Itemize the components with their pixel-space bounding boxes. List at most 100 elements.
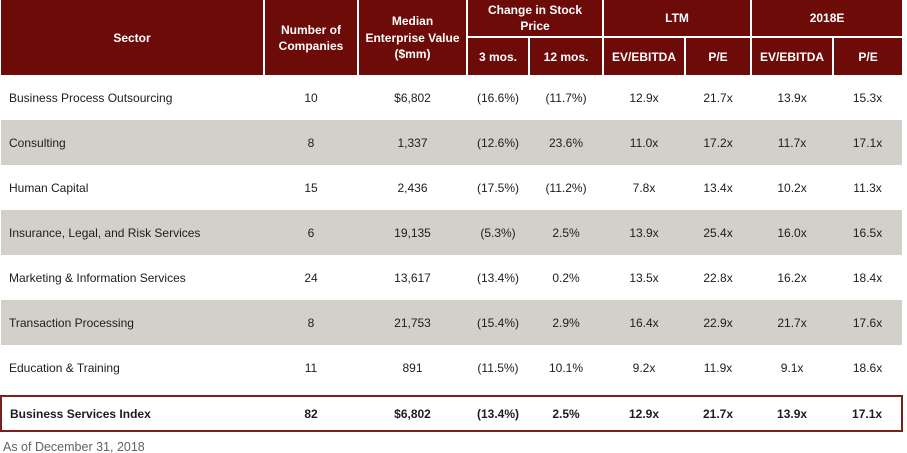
col-header-2018e-ev-ebitda: EV/EBITDA	[750, 36, 834, 76]
ltm-ev-ebitda-cell: 11.0x	[629, 135, 659, 150]
2018e-pe-cell: 15.3x	[852, 90, 883, 105]
sector-cell: Insurance, Legal, and Risk Services	[9, 225, 201, 240]
3mos-change-cell: (12.6%)	[476, 135, 520, 150]
3mos-change-cell: (17.5%)	[476, 180, 520, 195]
median-ev-cell: 13,617	[394, 270, 431, 285]
12mos-change-cell: 23.6%	[548, 135, 584, 150]
spacer-row	[1, 390, 903, 397]
2018e-ev-ebitda-cell: 9.1x	[780, 360, 804, 375]
companies-cell: 11	[304, 360, 318, 375]
header-group-row: Sector Number of Companies Median Enterp…	[1, 0, 903, 76]
ltm-pe-cell: 11.9x	[703, 360, 733, 375]
2018e-pe-cell: 17.1x	[852, 135, 883, 150]
col-header-ltm-ev-ebitda: EV/EBITDA	[602, 36, 686, 76]
3mos-change-cell: (16.6%)	[476, 90, 520, 105]
ltm-ev-ebitda-cell: 13.9x	[629, 225, 659, 240]
median-ev-cell: 1,337	[397, 135, 428, 150]
companies-cell: 6	[307, 225, 315, 240]
2018e-ev-ebitda-cell: 10.2x	[777, 180, 807, 195]
companies-cell: 24	[304, 270, 318, 285]
sector-cell: Transaction Processing	[9, 315, 134, 330]
table-row: Insurance, Legal, and Risk Services 6 19…	[1, 210, 903, 256]
table-row: Marketing & Information Services 24 13,6…	[1, 255, 903, 301]
index-companies-cell: 82	[264, 395, 358, 433]
sector-cell: Education & Training	[9, 360, 120, 375]
ltm-ev-ebitda-cell: 13.5x	[629, 270, 659, 285]
index-3mos-cell: (13.4%)	[467, 395, 529, 433]
3mos-change-cell: (15.4%)	[476, 315, 520, 330]
sector-cell: Human Capital	[9, 180, 89, 195]
12mos-change-cell: 10.1%	[548, 360, 584, 375]
2018e-ev-ebitda-cell: 13.9x	[777, 90, 807, 105]
comps-table: Sector Number of Companies Median Enterp…	[0, 0, 904, 433]
ltm-ev-ebitda-cell: 16.4x	[629, 315, 659, 330]
sector-cell: Marketing & Information Services	[9, 270, 186, 285]
index-row: Business Services Index 82 $6,802 (13.4%…	[0, 395, 904, 433]
table-row: Consulting 8 1,337 (12.6%) 23.6% 11.0x 1…	[1, 120, 903, 166]
table-row: Business Process Outsourcing 10 $6,802 (…	[1, 75, 903, 121]
companies-cell: 8	[307, 315, 315, 330]
2018e-pe-cell: 18.6x	[852, 360, 883, 375]
table-row: Human Capital 15 2,436 (17.5%) (11.2%) 7…	[1, 165, 903, 211]
12mos-change-cell: 2.9%	[552, 315, 580, 330]
median-ev-cell: 21,753	[394, 315, 431, 330]
companies-cell: 10	[304, 90, 318, 105]
2018e-ev-ebitda-cell: 16.0x	[777, 225, 807, 240]
table-header: Sector Number of Companies Median Enterp…	[1, 0, 903, 76]
ltm-pe-cell: 25.4x	[703, 225, 733, 240]
col-header-3mos: 3 mos.	[466, 36, 529, 76]
median-ev-cell: 19,135	[394, 225, 431, 240]
table-row: Transaction Processing 8 21,753 (15.4%) …	[1, 300, 903, 346]
12mos-change-cell: (11.2%)	[545, 180, 587, 195]
3mos-change-cell: (11.5%)	[477, 360, 519, 375]
index-12mos-cell: 2.5%	[529, 395, 604, 433]
index-2018e-pe-cell: 17.1x	[833, 395, 904, 433]
header-sub-row: 3 mos. 12 mos. EV/EBITDA P/E EV/EBITDA P…	[1, 36, 903, 76]
col-header-median-ev: Median Enterprise Value ($mm)	[357, 0, 467, 76]
ltm-pe-cell: 22.9x	[703, 315, 733, 330]
2018e-pe-cell: 17.6x	[852, 315, 883, 330]
table-row: Education & Training 11 891 (11.5%) 10.1…	[1, 345, 903, 391]
ltm-pe-cell: 22.8x	[703, 270, 733, 285]
index-ltm-ev-ebitda-cell: 12.9x	[603, 395, 686, 433]
companies-cell: 15	[304, 180, 318, 195]
col-header-12mos: 12 mos.	[527, 36, 604, 76]
sector-cell: Consulting	[9, 135, 66, 150]
2018e-pe-cell: 11.3x	[853, 180, 882, 195]
median-ev-cell: 2,436	[397, 180, 428, 195]
companies-cell: 8	[307, 135, 315, 150]
12mos-change-cell: (11.7%)	[545, 90, 587, 105]
median-ev-cell: 891	[402, 360, 423, 375]
ltm-pe-cell: 13.4x	[703, 180, 733, 195]
sector-cell: Business Process Outsourcing	[9, 90, 173, 105]
col-header-sector: Sector	[1, 0, 264, 76]
index-median-ev-cell: $6,802	[358, 395, 467, 433]
12mos-change-cell: 2.5%	[552, 225, 580, 240]
median-ev-cell: $6,802	[394, 90, 431, 105]
group-header-stock-price-change: Change in Stock Price	[465, 0, 604, 38]
12mos-change-cell: 0.2%	[552, 270, 580, 285]
col-header-ltm-pe: P/E	[684, 36, 752, 76]
2018e-pe-cell: 16.5x	[852, 225, 883, 240]
group-header-2018e: 2018E	[750, 0, 903, 38]
2018e-ev-ebitda-cell: 21.7x	[777, 315, 807, 330]
index-sector-cell: Business Services Index	[0, 395, 264, 433]
3mos-change-cell: (13.4%)	[476, 270, 520, 285]
2018e-pe-cell: 18.4x	[852, 270, 883, 285]
as-of-date-footnote: As of December 31, 2018	[3, 440, 145, 453]
col-header-2018e-pe: P/E	[832, 36, 903, 76]
3mos-change-cell: (5.3%)	[480, 225, 516, 240]
ltm-ev-ebitda-cell: 7.8x	[632, 180, 656, 195]
ltm-pe-cell: 21.7x	[703, 90, 733, 105]
2018e-ev-ebitda-cell: 16.2x	[777, 270, 807, 285]
ltm-ev-ebitda-cell: 9.2x	[632, 360, 656, 375]
group-header-ltm: LTM	[602, 0, 752, 38]
table-index-section: Business Services Index 82 $6,802 (13.4%…	[0, 390, 904, 433]
table-body: Business Process Outsourcing 10 $6,802 (…	[1, 75, 903, 391]
index-ltm-pe-cell: 21.7x	[685, 395, 752, 433]
ltm-pe-cell: 17.2x	[703, 135, 733, 150]
index-2018e-ev-ebitda-cell: 13.9x	[751, 395, 834, 433]
2018e-ev-ebitda-cell: 11.7x	[777, 135, 807, 150]
ltm-ev-ebitda-cell: 12.9x	[629, 90, 659, 105]
